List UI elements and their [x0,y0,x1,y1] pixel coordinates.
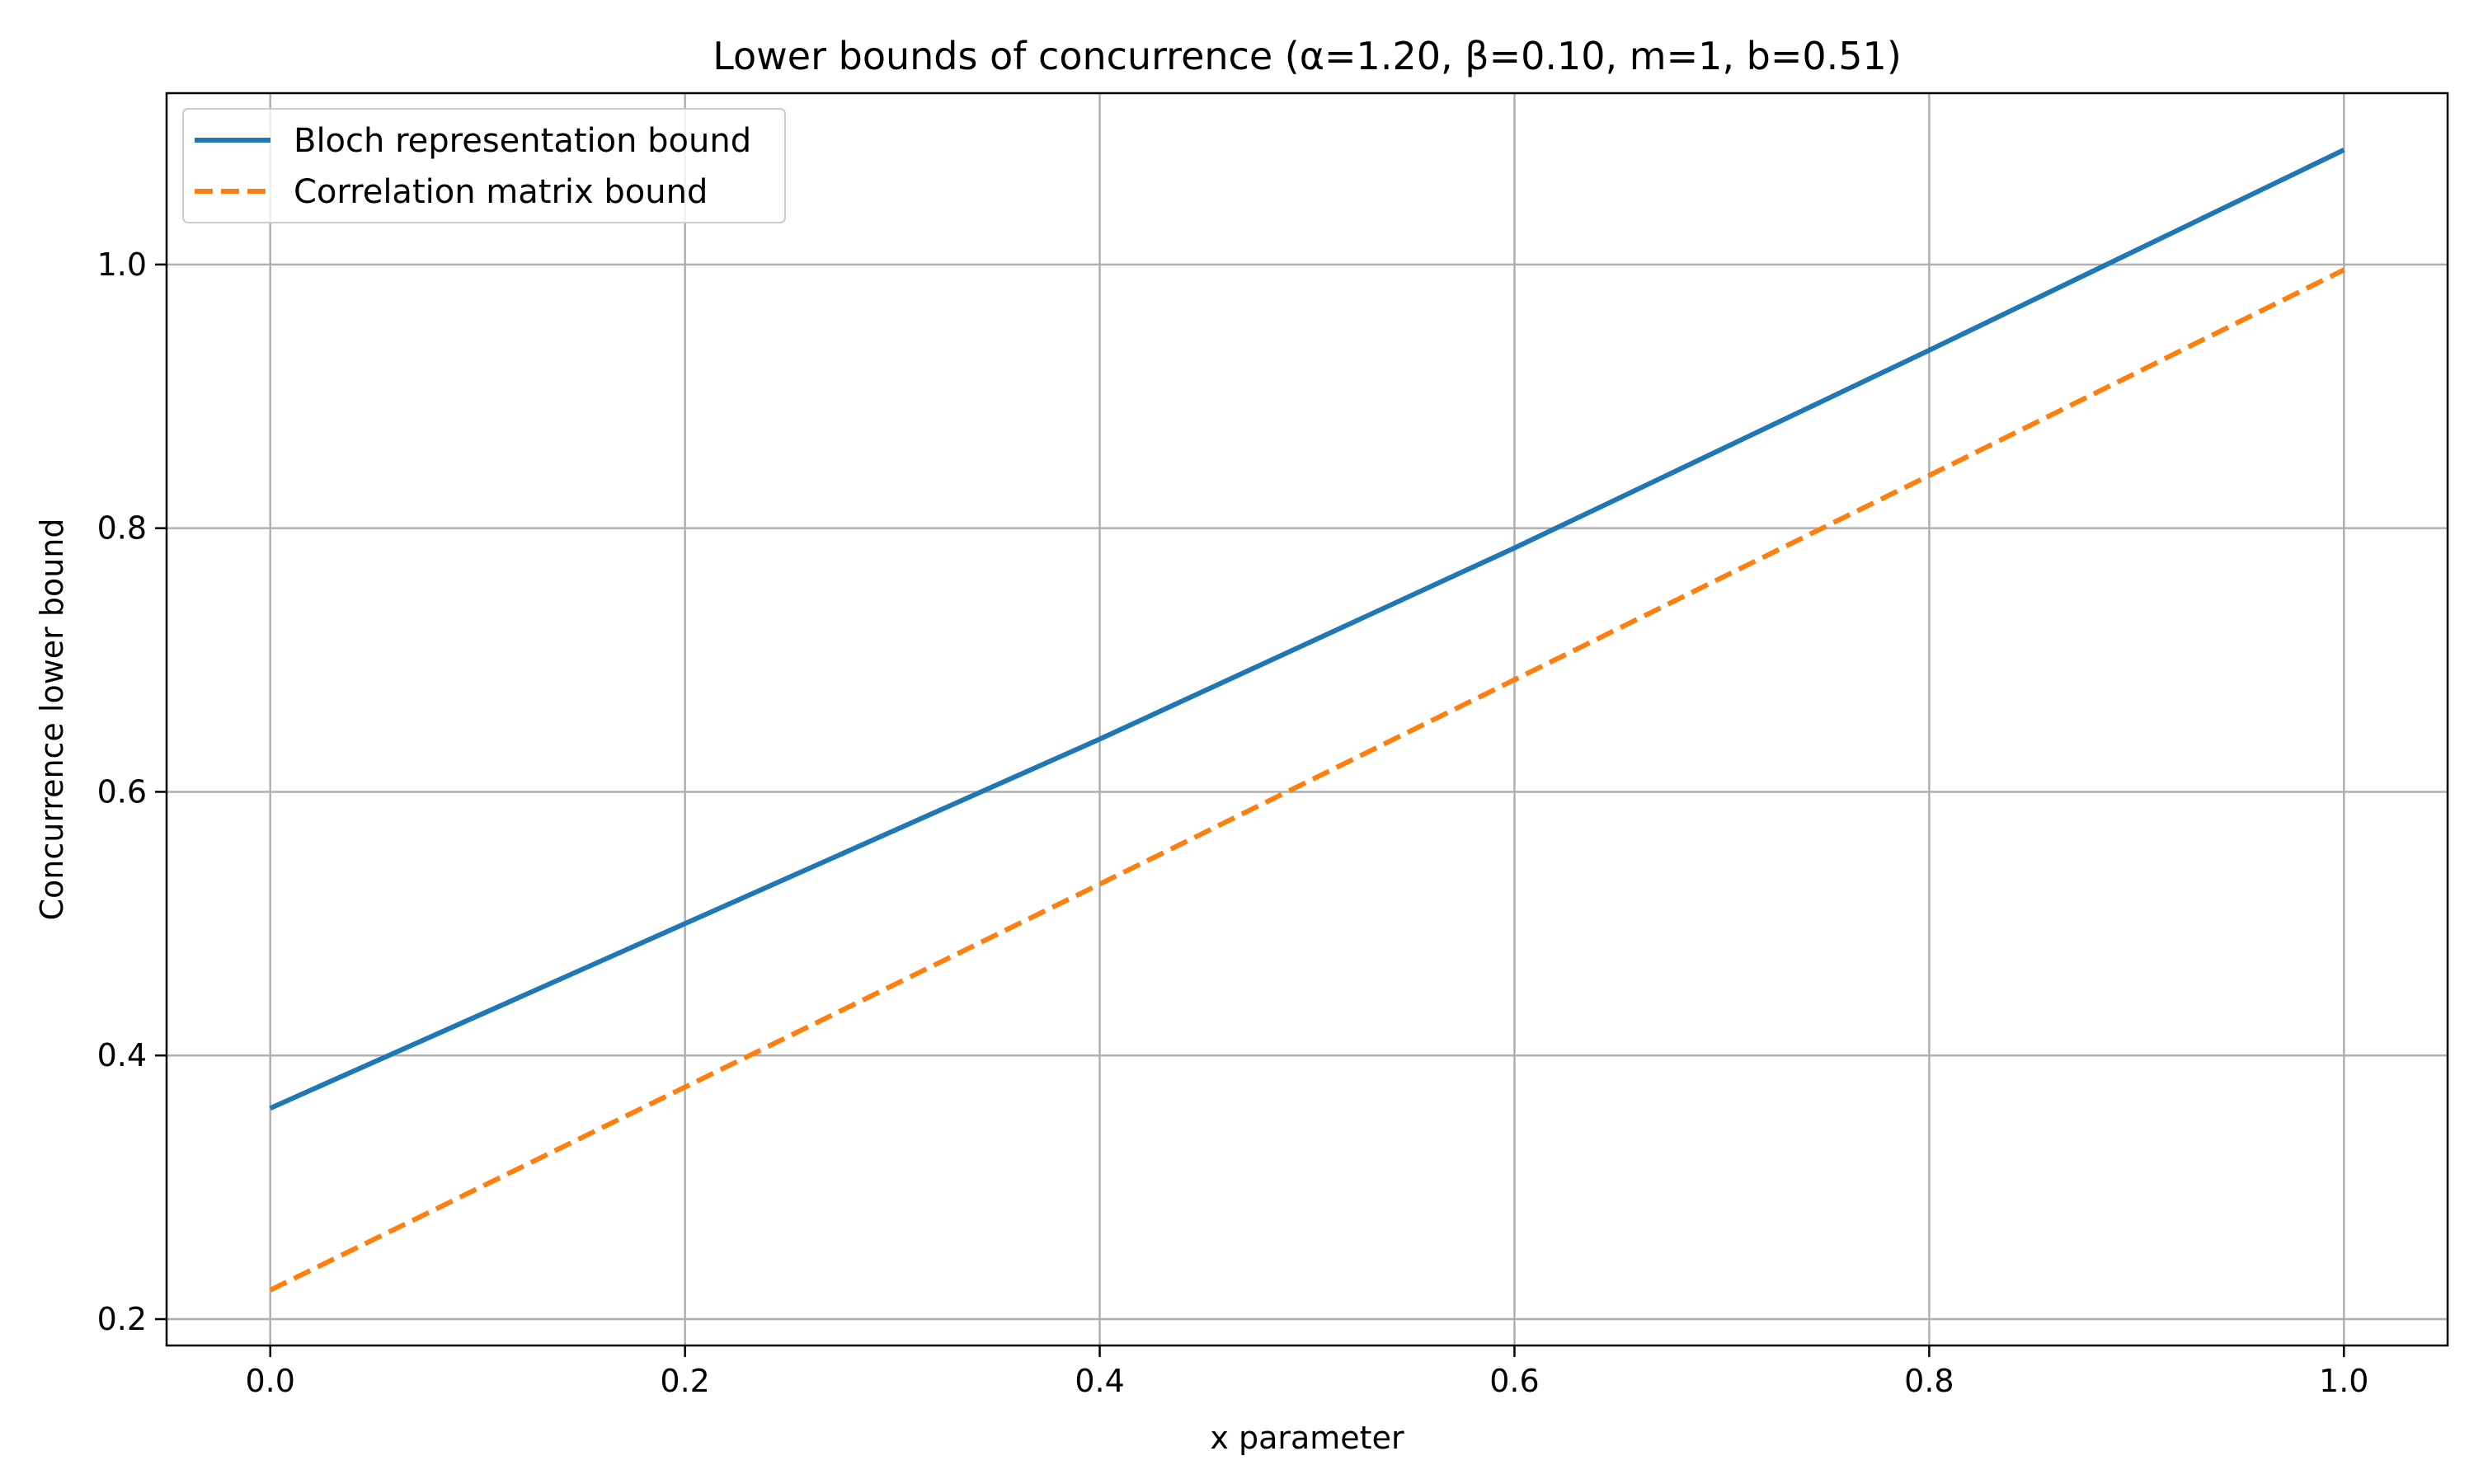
y-axis-label: Concurrence lower bound [34,518,70,920]
x-tick-label: 0.8 [1904,1363,1954,1399]
plot-frame [165,92,2449,1347]
y-tick-label: 0.4 [97,1037,147,1073]
legend: Bloch representation bound Correlation m… [182,108,786,223]
y-tick-label: 0.8 [97,510,147,547]
legend-label-bloch: Bloch representation bound [294,122,751,160]
y-tick-label: 0.6 [97,773,147,810]
x-tick-label: 0.6 [1489,1363,1539,1399]
x-tick-label: 0.0 [246,1363,295,1399]
legend-box [182,108,786,223]
x-tick-label: 1.0 [2319,1363,2368,1399]
x-axis-label: x parameter [1210,1420,1404,1456]
series-line-correlation [269,267,2345,1293]
grid [167,93,2448,1345]
y-tick-label: 1.0 [97,247,147,283]
ticks: 0.0 0.2 0.4 0.6 0.8 1.0 0.2 0.4 0.6 0.8 1.0 [97,247,2369,1399]
chart-title: Lower bounds of concurrence (α=1.20, β=0… [713,34,1902,78]
x-tick-label: 0.4 [1075,1363,1124,1399]
series-line-bloch [269,148,2345,1111]
y-tick-label: 0.2 [97,1301,147,1337]
x-tick-label: 0.2 [660,1363,709,1399]
legend-label-correlation: Correlation matrix bound [294,173,708,211]
series-layer [269,148,2345,1293]
